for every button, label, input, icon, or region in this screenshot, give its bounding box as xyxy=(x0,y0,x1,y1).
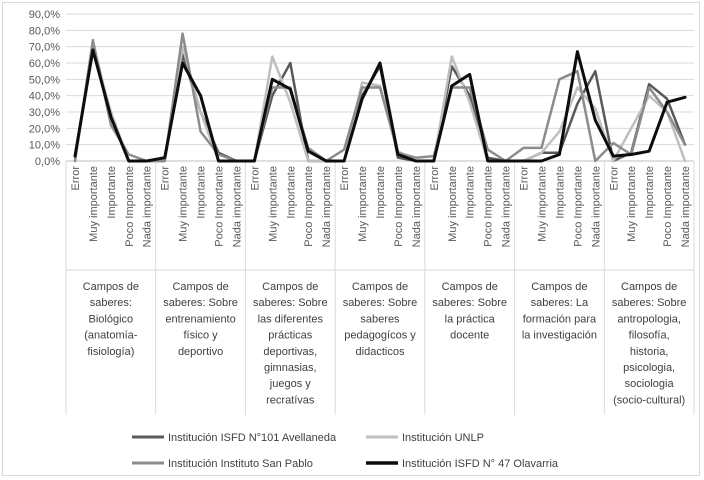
y-tick-label: 60,0% xyxy=(29,58,60,70)
group-label-line: Campos de xyxy=(83,281,139,293)
series-line xyxy=(73,32,687,163)
group-label-line: juegos y xyxy=(269,378,311,390)
group-label-line: deportivo xyxy=(178,346,223,358)
legend-label: Institución ISFD N°101 Avellaneda xyxy=(168,432,337,444)
x-tick-label: Poco Importante xyxy=(124,166,136,247)
group-label-line: historia, xyxy=(630,346,669,358)
group-label-line: saberes: xyxy=(90,297,132,309)
y-tick-label: 50,0% xyxy=(29,74,60,86)
x-tick-label: Nada importante xyxy=(321,166,333,247)
group-label-line: (anatomía- xyxy=(84,330,138,342)
x-tick-label: Importante xyxy=(465,166,477,219)
group-label-line: psicologia, xyxy=(623,362,675,374)
group-label-line: Campos de xyxy=(621,281,677,293)
x-tick-label: Importante xyxy=(285,166,297,219)
axes xyxy=(65,160,695,415)
group-label-line: prácticas xyxy=(268,330,313,342)
x-tick-label: Nada importante xyxy=(501,166,513,247)
group-label-line: fisiología) xyxy=(87,346,134,358)
x-tick-label: Muy importante xyxy=(626,166,638,242)
y-tick-label: 0,0% xyxy=(35,156,60,168)
group-label-line: Campos de xyxy=(352,281,408,293)
group-label-line: saberes: Sobre xyxy=(612,297,687,309)
x-tick-label: Muy importante xyxy=(267,166,279,242)
x-tick-label: Importante xyxy=(644,166,656,219)
series-lines xyxy=(73,32,687,163)
y-tick-label: 80,0% xyxy=(29,25,60,37)
group-label-line: gimnasias, xyxy=(264,362,317,374)
y-tick-label: 40,0% xyxy=(29,91,60,103)
x-tick-label: Nada importante xyxy=(590,166,602,247)
group-label-line: Campos de xyxy=(262,281,318,293)
legend-label: Institución ISFD N° 47 Olavarria xyxy=(402,458,559,470)
x-tick-label: Importante xyxy=(554,166,566,219)
x-tick-label: Nada importante xyxy=(411,166,423,247)
group-label-line: Campos de xyxy=(531,281,587,293)
group-label-line: físico y xyxy=(183,330,218,342)
group-label-line: saberes: Sobre xyxy=(163,297,238,309)
x-tick-label: Muy importante xyxy=(88,166,100,242)
x-axis-tick-labels: Error Muy importante Importante Poco Import… xyxy=(70,166,692,248)
x-tick-label: Error xyxy=(249,166,261,191)
group-label-line: pedagogícos y xyxy=(344,330,416,342)
x-tick-label: Poco Importante xyxy=(662,166,674,247)
x-tick-label: Poco Importante xyxy=(393,166,405,247)
x-tick-label: Poco Importante xyxy=(303,166,315,247)
y-tick-label: 90,0% xyxy=(29,9,60,21)
legend-label: Institución UNLP xyxy=(402,432,484,444)
group-label-line: la investigación xyxy=(522,330,597,342)
group-label-line: saberes xyxy=(360,313,400,325)
x-axis-group-labels: Campos de saberes: Biológico (anatomía-fisi… xyxy=(83,281,687,406)
group-label-line: (socio-cultural) xyxy=(613,394,685,406)
group-label-line: Biológico xyxy=(89,313,134,325)
x-tick-label: Muy importante xyxy=(178,166,190,242)
y-axis-tick-labels: 0,0% 10,0% 20,0% 30,0% 40,0% 50,0% 60,0% 70,0% 8… xyxy=(29,9,60,168)
x-tick-label: Nada importante xyxy=(680,166,692,247)
x-tick-label: Importante xyxy=(375,166,387,219)
x-tick-label: Poco Importante xyxy=(572,166,584,247)
x-tick-label: Error xyxy=(608,166,620,191)
x-tick-label: Poco Importante xyxy=(483,166,495,247)
series-line xyxy=(73,48,687,163)
group-label-line: didacticos xyxy=(356,346,405,358)
x-tick-label: Error xyxy=(160,166,172,191)
group-label-line: entrenamiento xyxy=(165,313,235,325)
legend: Institución ISFD N°101 Avellaneda Institu… xyxy=(132,432,559,470)
group-label-line: saberes: Sobre xyxy=(343,297,418,309)
x-tick-label: Error xyxy=(339,166,351,191)
x-tick-label: Error xyxy=(70,166,82,191)
x-tick-label: Poco Importante xyxy=(214,166,226,247)
group-label-line: saberes: Sobre xyxy=(253,297,328,309)
legend-label: Institución Instituto San Pablo xyxy=(168,458,313,470)
group-label-line: la práctica xyxy=(445,313,496,325)
x-tick-label: Muy importante xyxy=(447,166,459,242)
group-label-line: Campos de xyxy=(442,281,498,293)
group-label-line: recratívas xyxy=(266,394,315,406)
x-tick-label: Error xyxy=(429,166,441,191)
y-tick-label: 10,0% xyxy=(29,140,60,152)
x-tick-label: Nada importante xyxy=(142,166,154,247)
group-label-line: saberes: La xyxy=(531,297,589,309)
x-tick-label: Error xyxy=(519,166,531,191)
x-tick-label: Importante xyxy=(196,166,208,219)
x-tick-label: Importante xyxy=(106,166,118,219)
x-tick-label: Muy importante xyxy=(357,166,369,242)
y-tick-label: 70,0% xyxy=(29,42,60,54)
group-label-line: las diferentes xyxy=(258,313,324,325)
group-label-line: deportivas, xyxy=(263,346,317,358)
x-tick-label: Muy importante xyxy=(536,166,548,242)
group-label-line: sociologia xyxy=(625,378,675,390)
group-label-line: Campos de xyxy=(172,281,228,293)
y-tick-label: 20,0% xyxy=(29,123,60,135)
group-label-line: saberes: Sobre xyxy=(432,297,507,309)
group-label-line: formación para xyxy=(523,313,597,325)
group-label-line: docente xyxy=(450,330,489,342)
x-tick-label: Nada importante xyxy=(231,166,243,247)
group-label-line: filosofía, xyxy=(629,330,670,342)
y-tick-label: 30,0% xyxy=(29,107,60,119)
group-label-line: antropologia, xyxy=(617,313,681,325)
